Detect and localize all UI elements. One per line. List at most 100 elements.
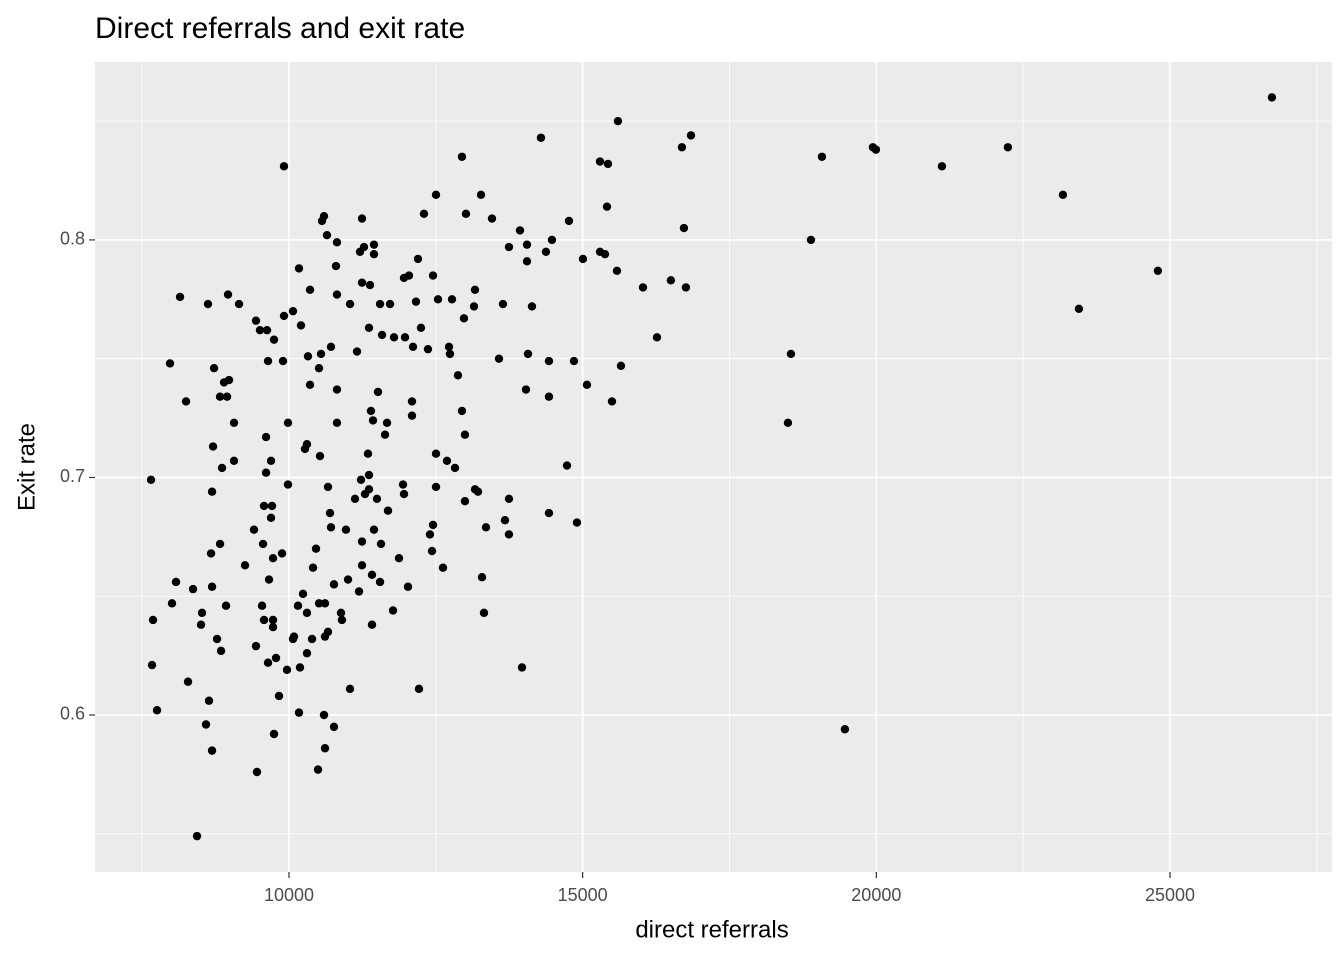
point [442,456,452,466]
point [414,684,424,694]
point [288,306,298,316]
point [572,518,582,527]
point [300,444,310,454]
point [373,387,383,397]
point [398,480,408,489]
point [476,190,486,199]
point [266,513,276,523]
point [817,152,827,161]
point [350,494,360,504]
point [356,475,366,485]
point [259,501,269,511]
point [167,599,177,608]
point [302,649,312,658]
point [569,356,579,366]
point [425,530,435,539]
point [562,461,572,470]
point [365,280,375,290]
point [394,554,404,563]
point [259,615,269,625]
point [263,658,273,667]
point [313,765,323,774]
point [240,561,250,570]
point [197,608,207,618]
point [261,432,271,442]
point [215,539,225,549]
point [459,314,469,323]
point [380,430,390,439]
point [302,608,312,618]
point [314,599,324,608]
point [329,580,339,589]
point [295,663,305,672]
point [207,582,217,591]
point [616,361,626,371]
point [364,470,374,480]
point [677,143,687,152]
point [369,240,379,249]
point [203,299,213,309]
point [308,563,318,572]
point [317,216,327,226]
point [564,216,574,226]
point [602,202,612,211]
point [504,242,514,252]
point [487,214,497,223]
point [388,606,398,615]
point [367,570,377,580]
point [377,330,387,340]
point [343,575,353,584]
point [264,575,274,584]
point [207,487,217,496]
point [208,442,218,451]
point [147,660,157,670]
point [146,475,156,485]
point [234,299,244,309]
point [469,302,479,311]
point [470,285,480,294]
point [360,489,370,499]
point [326,523,336,532]
point [311,544,321,553]
point [376,539,386,549]
point [686,131,696,140]
point [413,254,423,264]
point [217,463,227,473]
point [181,397,191,406]
point [305,285,315,294]
point [783,418,793,428]
point [423,344,433,354]
x-tick-label: 20000 [851,885,901,905]
point [268,615,278,625]
point [427,546,437,556]
point [428,271,438,280]
point [279,162,289,171]
point [175,292,185,302]
point [315,451,325,461]
point [652,333,662,342]
point [408,342,418,352]
point [536,133,546,142]
point [320,744,330,753]
point [269,335,279,344]
point [323,482,333,492]
point [357,561,367,570]
point [294,708,304,717]
panel [95,62,1332,872]
point [337,615,347,625]
point [229,456,239,466]
point [283,418,293,428]
point [229,418,239,428]
point [477,573,487,582]
point [332,290,342,299]
point [183,677,193,686]
point [431,190,441,199]
point [500,516,510,525]
point [375,577,385,587]
point [1058,190,1068,199]
point [399,273,409,283]
point [453,371,463,380]
point [544,508,554,518]
y-axis-title: Exit rate [13,423,40,511]
point [544,392,554,401]
